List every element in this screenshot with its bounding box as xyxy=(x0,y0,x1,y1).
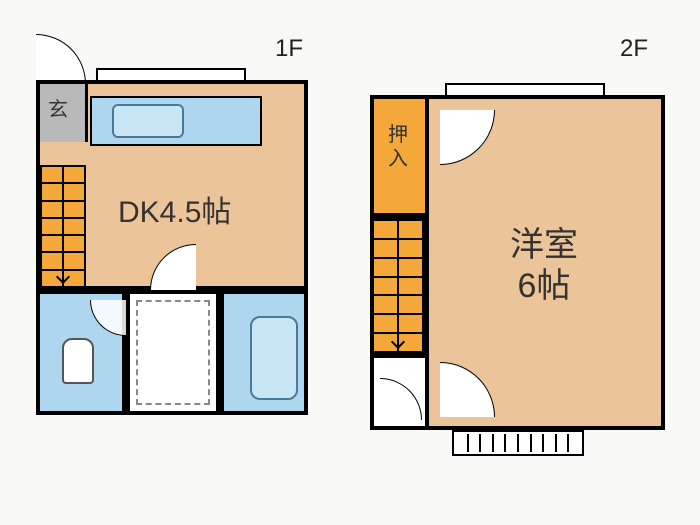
f1-entry-door-swing xyxy=(36,34,86,84)
floorplan-canvas: 1F 2F 玄 DK4.5帖 押 入 xyxy=(0,0,700,525)
floor1-label: 1F xyxy=(275,35,303,63)
bathtub-icon xyxy=(250,316,298,400)
f1-stairs xyxy=(40,165,86,288)
f2-closet-label: 押 入 xyxy=(388,123,408,171)
f2-bedroom-label: 洋室 6帖 xyxy=(510,225,578,307)
f2-stairs xyxy=(370,217,425,355)
balcony-rails-icon xyxy=(456,434,580,452)
f1-kitchen-sink xyxy=(112,104,184,138)
f1-entry-label: 玄 xyxy=(48,98,68,122)
f1-dk-label: DK4.5帖 xyxy=(118,195,231,231)
f2-balcony xyxy=(452,430,584,456)
f1-wash-dashed xyxy=(136,300,210,405)
toilet-icon xyxy=(62,338,94,384)
floor2-label: 2F xyxy=(620,35,648,63)
